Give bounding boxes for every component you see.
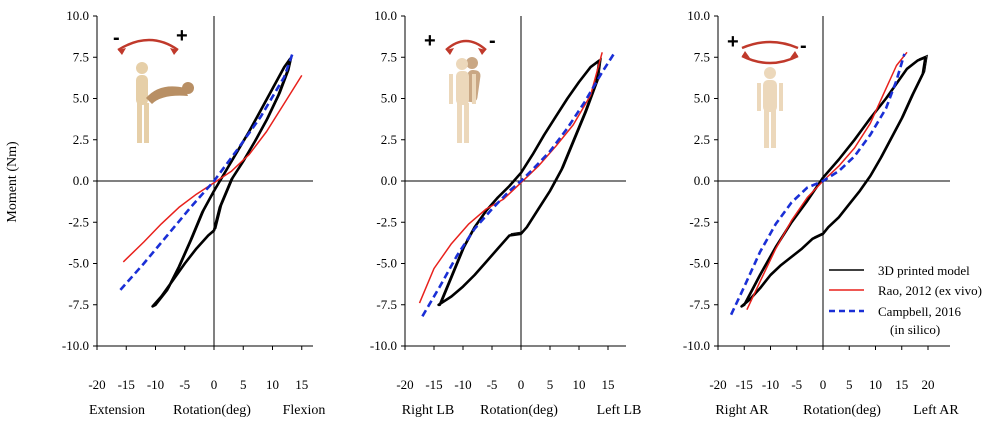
x-tick-label: -5 — [179, 377, 190, 392]
y-tick-label: -2.5 — [68, 214, 89, 229]
y-tick-label: -10.0 — [370, 338, 397, 353]
panel-lateral-bending: + - Right LB Rotation(deg) Left LB 10.0 7… — [370, 8, 641, 418]
caption-mid: Rotation(deg) — [480, 403, 558, 418]
x-tick-label: -20 — [396, 377, 413, 392]
legend: 3D printed model Rao, 2012 (ex vivo) Cam… — [829, 263, 982, 337]
legend-label-rao: Rao, 2012 (ex vivo) — [878, 283, 982, 298]
y-tick-label: 2.5 — [381, 132, 397, 147]
model-hysteresis-loop-cycle2 — [154, 56, 293, 305]
x-tick-label: 15 — [295, 377, 308, 392]
rao-curve — [418, 52, 603, 304]
y-axis-label: Moment (Nm) — [5, 141, 20, 223]
x-tick-label: -5 — [791, 377, 802, 392]
x-tick-label: -10 — [762, 377, 779, 392]
x-tick-label: -15 — [118, 377, 135, 392]
x-tick-label: -15 — [736, 377, 753, 392]
y-tick-label: 7.5 — [381, 49, 397, 64]
y-tick-label: 2.5 — [694, 132, 710, 147]
y-tick-label: 0.0 — [73, 173, 89, 188]
y-tick-label: -7.5 — [68, 297, 89, 312]
x-tick-label: -20 — [709, 377, 726, 392]
caption-mid: Rotation(deg) — [173, 403, 251, 418]
rao-curve — [122, 75, 303, 263]
y-tick-label: -2.5 — [689, 214, 710, 229]
model-hysteresis-loop-cycle2 — [743, 54, 928, 305]
x-tick-label: -20 — [88, 377, 105, 392]
campbell-curve — [421, 53, 615, 317]
y-tick-label: 7.5 — [694, 49, 710, 64]
legend-label-model: 3D printed model — [878, 263, 970, 278]
x-tick-label: 5 — [240, 377, 247, 392]
y-tick-label: -10.0 — [62, 338, 89, 353]
axial-rotation-figure-icon — [741, 40, 799, 148]
y-tick-label: 5.0 — [381, 91, 397, 106]
caption-right: Flexion — [283, 403, 326, 418]
caption-mid: Rotation(deg) — [803, 403, 881, 418]
x-tick-label: 15 — [895, 377, 908, 392]
caption-left: Extension — [89, 403, 145, 418]
caption-right: Left AR — [913, 403, 959, 418]
icon-left-sign: + — [727, 31, 739, 53]
y-tick-label: 10.0 — [687, 8, 710, 23]
lateral-bending-figure-icon — [445, 39, 487, 143]
x-tick-label: 10 — [573, 377, 586, 392]
legend-label-campbell-sub: (in silico) — [890, 322, 940, 337]
x-tick-label: -15 — [425, 377, 442, 392]
x-tick-label: 5 — [846, 377, 853, 392]
x-tick-label: 10 — [266, 377, 279, 392]
caption-right: Left LB — [597, 403, 642, 418]
panel-axial-rotation: + - Right AR Rotation(deg) Left AR 10.0 7… — [683, 8, 959, 418]
rao-curve — [746, 51, 908, 311]
x-tick-label: 15 — [602, 377, 615, 392]
x-tick-label: -10 — [147, 377, 164, 392]
icon-left-sign: + — [424, 30, 436, 52]
caption-left: Right LB — [402, 403, 455, 418]
caption-left: Right AR — [715, 403, 769, 418]
y-tick-label: 10.0 — [66, 8, 89, 23]
y-tick-label: 10.0 — [374, 8, 397, 23]
y-tick-label: -10.0 — [683, 338, 710, 353]
y-tick-label: -7.5 — [376, 297, 397, 312]
x-tick-label: 20 — [922, 377, 935, 392]
icon-left-sign: - — [113, 27, 120, 49]
y-tick-label: 0.0 — [381, 173, 397, 188]
y-tick-label: -5.0 — [689, 256, 710, 271]
y-tick-label: 0.0 — [694, 173, 710, 188]
icon-right-sign: - — [800, 35, 807, 57]
campbell-curve — [119, 51, 295, 291]
x-tick-label: 10 — [869, 377, 882, 392]
y-tick-label: -7.5 — [689, 297, 710, 312]
x-tick-label: -5 — [487, 377, 498, 392]
x-tick-label: 0 — [518, 377, 525, 392]
panel-flexion-extension: - + Extension Rotation(deg) Flexion 10.0… — [62, 8, 325, 418]
x-tick-label: -10 — [454, 377, 471, 392]
legend-label-campbell: Campbell, 2016 — [878, 304, 962, 319]
model-hysteresis-loop-cycle2 — [439, 57, 602, 304]
y-tick-label: -2.5 — [376, 214, 397, 229]
y-tick-label: -5.0 — [376, 256, 397, 271]
y-tick-label: 2.5 — [73, 132, 89, 147]
y-tick-label: -5.0 — [68, 256, 89, 271]
x-tick-label: 5 — [547, 377, 554, 392]
flexion-extension-figure-icon — [117, 38, 194, 143]
y-tick-label: 5.0 — [694, 91, 710, 106]
x-tick-label: 0 — [211, 377, 218, 392]
x-tick-label: 0 — [820, 377, 827, 392]
y-tick-label: 5.0 — [73, 91, 89, 106]
icon-right-sign: + — [176, 25, 188, 47]
icon-right-sign: - — [489, 30, 496, 52]
campbell-curve — [729, 53, 906, 316]
y-tick-label: 7.5 — [73, 49, 89, 64]
